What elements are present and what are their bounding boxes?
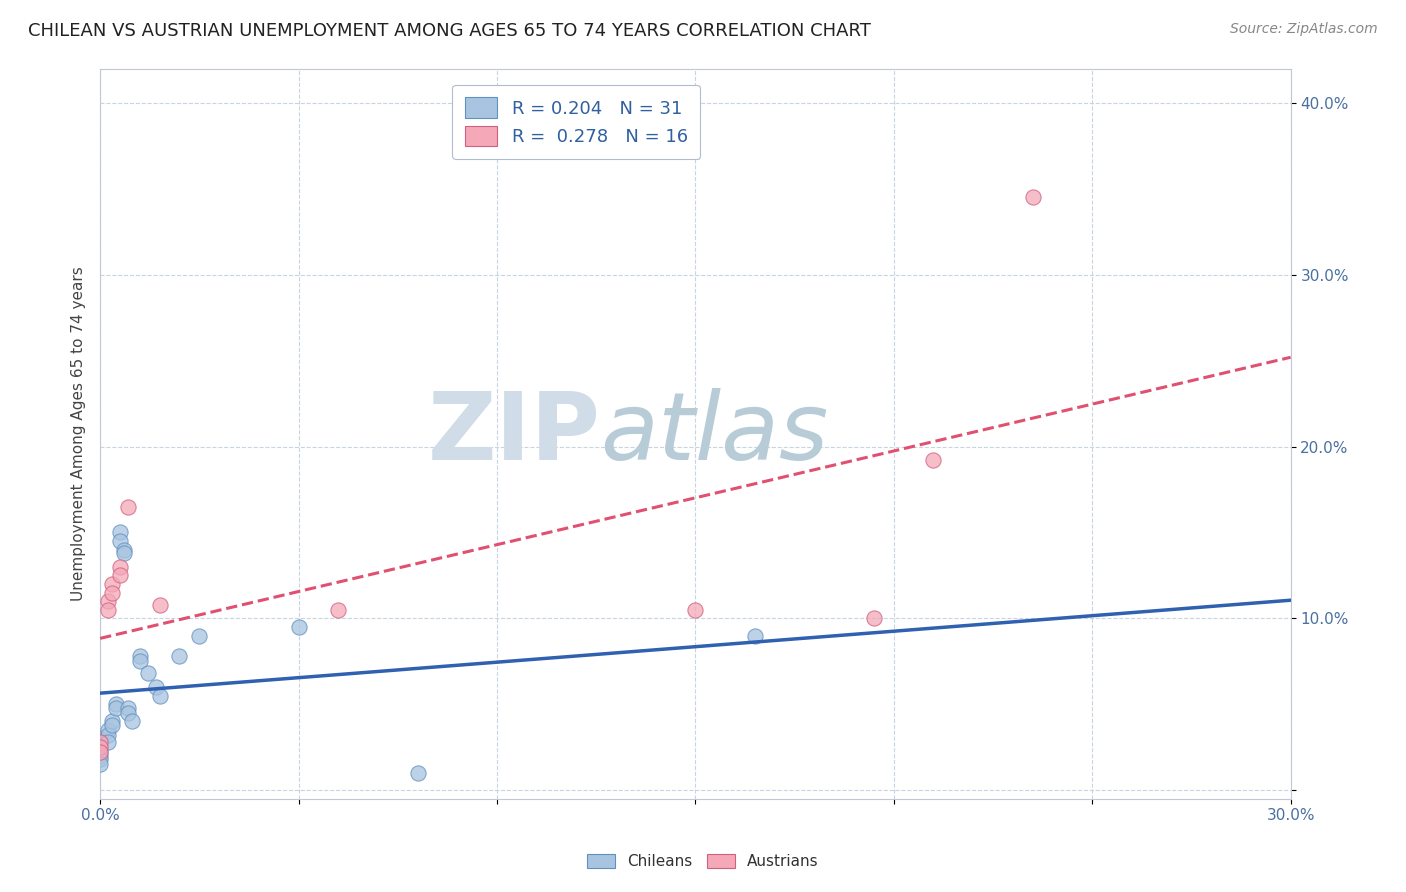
Point xyxy=(101,714,124,729)
Point xyxy=(97,735,120,749)
Point xyxy=(108,534,131,549)
Point xyxy=(89,752,111,766)
Point xyxy=(145,680,167,694)
Point xyxy=(89,757,111,772)
Point xyxy=(685,603,707,617)
Point xyxy=(89,731,111,746)
Point xyxy=(169,649,191,664)
Point xyxy=(89,745,111,759)
Point xyxy=(117,500,139,514)
Point xyxy=(97,603,120,617)
Text: CHILEAN VS AUSTRIAN UNEMPLOYMENT AMONG AGES 65 TO 74 YEARS CORRELATION CHART: CHILEAN VS AUSTRIAN UNEMPLOYMENT AMONG A… xyxy=(28,22,870,40)
Point xyxy=(89,740,111,755)
Point xyxy=(117,700,139,714)
Point xyxy=(108,568,131,582)
Legend: R = 0.204   N = 31, R =  0.278   N = 16: R = 0.204 N = 31, R = 0.278 N = 16 xyxy=(453,85,700,159)
Point xyxy=(863,611,886,625)
Point xyxy=(108,525,131,540)
Text: ZIP: ZIP xyxy=(427,388,600,480)
Y-axis label: Unemployment Among Ages 65 to 74 years: Unemployment Among Ages 65 to 74 years xyxy=(72,267,86,601)
Text: Source: ZipAtlas.com: Source: ZipAtlas.com xyxy=(1230,22,1378,37)
Point xyxy=(128,654,150,668)
Point xyxy=(121,714,143,729)
Point xyxy=(328,603,350,617)
Point xyxy=(108,559,131,574)
Point xyxy=(97,728,120,742)
Point xyxy=(136,666,159,681)
Point xyxy=(112,542,135,557)
Text: atlas: atlas xyxy=(600,388,828,479)
Point xyxy=(89,735,111,749)
Point xyxy=(89,735,111,749)
Point xyxy=(101,718,124,732)
Point xyxy=(101,577,124,591)
Point xyxy=(149,689,172,703)
Point xyxy=(105,698,128,712)
Point xyxy=(1021,190,1043,204)
Point xyxy=(101,585,124,599)
Point xyxy=(112,546,135,560)
Point xyxy=(128,649,150,664)
Point xyxy=(105,700,128,714)
Point xyxy=(97,594,120,608)
Point xyxy=(744,628,766,642)
Point xyxy=(89,740,111,755)
Point xyxy=(89,748,111,763)
Point xyxy=(922,453,945,467)
Point xyxy=(406,766,429,780)
Point xyxy=(188,628,211,642)
Point xyxy=(97,723,120,737)
Point xyxy=(287,620,309,634)
Point xyxy=(117,706,139,720)
Point xyxy=(149,598,172,612)
Legend: Chileans, Austrians: Chileans, Austrians xyxy=(581,848,825,875)
Point xyxy=(89,745,111,759)
